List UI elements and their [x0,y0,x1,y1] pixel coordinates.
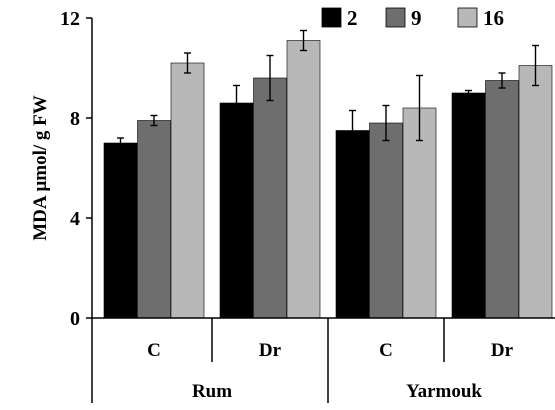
y-tick-label-1: 4 [70,208,80,230]
category-label-3: Dr [491,340,514,361]
bar-s16-c0 [170,62,205,319]
group-label-0: Rum [192,381,232,402]
bar-s9-c0 [137,120,171,319]
y-tick-label-0: 0 [70,308,80,330]
y-axis-label: MDA µmol/ g FW [30,95,51,241]
bar-s2-c1 [219,102,254,319]
legend: 2 9 16 [321,6,504,30]
bar-s9-c2 [369,122,403,319]
bar-s16-c2 [402,107,437,319]
bar-s2-c3 [451,92,486,319]
legend-label-9: 9 [411,6,422,30]
axes-layer: 0 4 8 12 MDA µmol/ g FW C Dr C Dr Rum Yarmouk [30,8,555,403]
bar-s16-c1 [286,40,321,319]
bars-layer [103,29,553,319]
legend-swatch-9 [385,7,406,28]
bar-s9-c1 [253,77,287,319]
bar-s2-c2 [335,130,370,319]
bar-s16-c3 [518,65,553,319]
category-label-0: C [147,340,161,361]
y-tick-label-2: 8 [70,108,80,130]
category-label-2: C [379,340,393,361]
bar-s9-c3 [485,80,519,319]
legend-swatch-2 [321,7,342,28]
legend-label-16: 16 [483,6,504,30]
group-label-1: Yarmouk [406,381,482,402]
bar-s2-c0 [103,142,138,319]
legend-label-2: 2 [347,6,358,30]
y-tick-label-3: 12 [60,8,80,30]
category-label-1: Dr [259,340,282,361]
legend-swatch-16 [457,7,478,28]
